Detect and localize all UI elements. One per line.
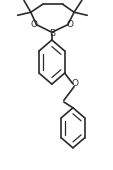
- Text: O: O: [31, 20, 38, 29]
- Text: O: O: [66, 20, 73, 29]
- Text: B: B: [48, 30, 54, 38]
- Text: O: O: [71, 79, 78, 88]
